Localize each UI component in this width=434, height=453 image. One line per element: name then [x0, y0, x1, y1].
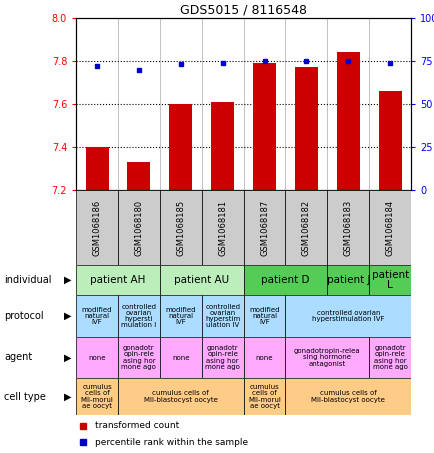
Text: patient AU: patient AU [174, 275, 229, 285]
Text: cumulus cells of
MII-blastocyst oocyte: cumulus cells of MII-blastocyst oocyte [144, 390, 217, 403]
Text: patient
L: patient L [371, 270, 408, 290]
Bar [159, 265, 243, 295]
Bar [76, 337, 118, 378]
Title: GDS5015 / 8116548: GDS5015 / 8116548 [180, 4, 306, 17]
Bar [201, 190, 243, 265]
Bar [169, 104, 192, 190]
Bar [127, 162, 150, 190]
Text: GSM1068184: GSM1068184 [385, 199, 394, 255]
Text: cumulus cells of
MII-blastocyst oocyte: cumulus cells of MII-blastocyst oocyte [311, 390, 385, 403]
Text: none: none [172, 355, 189, 361]
Text: percentile rank within the sample: percentile rank within the sample [94, 438, 247, 447]
Text: modified
natural
IVF: modified natural IVF [82, 307, 112, 325]
Bar [285, 337, 368, 378]
Text: GSM1068180: GSM1068180 [134, 199, 143, 255]
Text: gonadotr
opin-rele
asing hor
mone ago: gonadotr opin-rele asing hor mone ago [372, 345, 407, 370]
Bar [85, 147, 108, 190]
Text: cumulus
cells of
MII-morul
ae oocyt: cumulus cells of MII-morul ae oocyt [80, 384, 113, 409]
Bar [243, 337, 285, 378]
Text: patient AH: patient AH [90, 275, 145, 285]
Bar [210, 102, 233, 190]
Bar [326, 265, 368, 295]
Bar [336, 53, 359, 190]
Text: modified
natural
IVF: modified natural IVF [249, 307, 279, 325]
Text: controlled
ovarian
hypersti
mulation I: controlled ovarian hypersti mulation I [121, 304, 156, 328]
Bar [378, 91, 401, 190]
Bar [285, 295, 410, 337]
Text: patient D: patient D [261, 275, 309, 285]
Bar [76, 265, 159, 295]
Bar [118, 295, 159, 337]
Text: none: none [255, 355, 273, 361]
Text: gonadotr
opin-rele
asing hor
mone ago: gonadotr opin-rele asing hor mone ago [205, 345, 240, 370]
Bar [326, 190, 368, 265]
Text: agent: agent [4, 352, 33, 362]
Bar [243, 190, 285, 265]
Bar [118, 190, 159, 265]
Bar [294, 67, 317, 190]
Bar [285, 378, 410, 415]
Bar [285, 190, 326, 265]
Bar [368, 265, 410, 295]
Text: protocol: protocol [4, 311, 44, 321]
Bar [118, 378, 243, 415]
Bar [159, 295, 201, 337]
Bar [243, 378, 285, 415]
Bar [243, 265, 326, 295]
Text: ▶: ▶ [64, 311, 72, 321]
Text: individual: individual [4, 275, 52, 285]
Text: patient J: patient J [326, 275, 369, 285]
Text: cumulus
cells of
MII-morul
ae oocyt: cumulus cells of MII-morul ae oocyt [247, 384, 280, 409]
Text: gonadotr
opin-rele
asing hor
mone ago: gonadotr opin-rele asing hor mone ago [121, 345, 156, 370]
Text: cell type: cell type [4, 391, 46, 401]
Text: GSM1068181: GSM1068181 [218, 199, 227, 255]
Bar [243, 295, 285, 337]
Text: GSM1068187: GSM1068187 [260, 199, 268, 255]
Text: ▶: ▶ [64, 275, 72, 285]
Bar [118, 337, 159, 378]
Bar [76, 295, 118, 337]
Bar [368, 337, 410, 378]
Bar [159, 190, 201, 265]
Text: ▶: ▶ [64, 391, 72, 401]
Text: GSM1068186: GSM1068186 [92, 199, 101, 255]
Text: ▶: ▶ [64, 352, 72, 362]
Bar [201, 337, 243, 378]
Bar [76, 190, 118, 265]
Text: GSM1068185: GSM1068185 [176, 199, 185, 255]
Text: modified
natural
IVF: modified natural IVF [165, 307, 196, 325]
Bar [368, 190, 410, 265]
Bar [201, 295, 243, 337]
Text: controlled ovarian
hyperstimulation IVF: controlled ovarian hyperstimulation IVF [311, 310, 384, 322]
Bar [253, 63, 276, 190]
Text: GSM1068183: GSM1068183 [343, 199, 352, 255]
Text: controlled
ovarian
hyperstim
ulation IV: controlled ovarian hyperstim ulation IV [204, 304, 240, 328]
Text: none: none [88, 355, 105, 361]
Text: transformed count: transformed count [94, 421, 178, 430]
Bar [159, 337, 201, 378]
Text: GSM1068182: GSM1068182 [301, 199, 310, 255]
Text: gonadotropin-relea
sing hormone
antagonist: gonadotropin-relea sing hormone antagoni… [293, 348, 360, 367]
Bar [76, 378, 118, 415]
